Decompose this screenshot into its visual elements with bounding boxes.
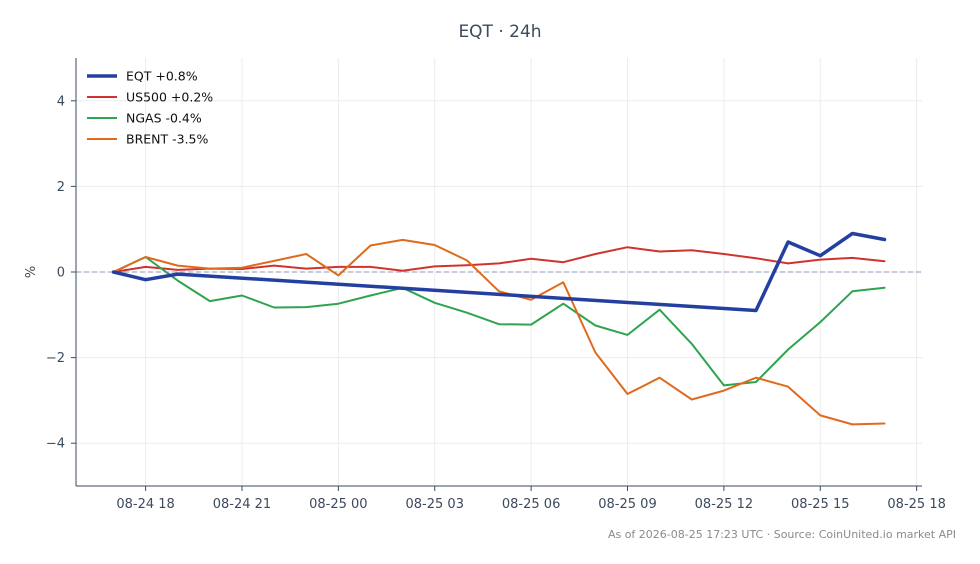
series-line-us500: [112, 246, 886, 273]
x-tick-label: 08-24 21: [213, 497, 271, 512]
x-tick-label: 08-24 18: [116, 497, 174, 512]
chart-title: EQT · 24h: [458, 22, 541, 42]
y-tick-label: −2: [46, 351, 65, 366]
legend: EQT +0.8% US500 +0.2% NGAS -0.4% BRENT -3.5…: [87, 69, 213, 147]
series-line-ngas: [112, 256, 886, 387]
y-axis-ticks: 4 2 0 −2 −4: [46, 94, 76, 452]
series-layer: [111, 231, 887, 426]
legend-label: BRENT -3.5%: [126, 132, 209, 147]
y-tick-label: −4: [46, 437, 65, 452]
x-tick-label: 08-25 12: [695, 497, 753, 512]
x-tick-label: 08-25 03: [406, 497, 464, 512]
x-tick-label: 08-25 09: [598, 497, 656, 512]
legend-label: US500 +0.2%: [126, 90, 213, 105]
legend-label: EQT +0.8%: [126, 69, 198, 84]
y-tick-label: 4: [57, 94, 65, 109]
footer-source-note: As of 2026-08-25 17:23 UTC · Source: Coi…: [608, 528, 956, 541]
grid: [76, 58, 922, 486]
series-line-eqt: [111, 231, 887, 313]
x-tick-label: 08-25 00: [309, 497, 367, 512]
x-tick-label: 08-25 18: [887, 497, 945, 512]
y-tick-label: 2: [57, 180, 65, 195]
x-tick-label: 08-25 15: [791, 497, 849, 512]
series-line-brent: [112, 238, 886, 426]
x-tick-label: 08-25 06: [502, 497, 560, 512]
legend-label: NGAS -0.4%: [126, 111, 202, 126]
y-tick-label: 0: [57, 266, 65, 281]
x-axis-ticks: 08-24 18 08-24 21 08-25 00 08-25 03 08-25 06…: [116, 486, 946, 512]
y-axis-label: %: [24, 266, 39, 278]
